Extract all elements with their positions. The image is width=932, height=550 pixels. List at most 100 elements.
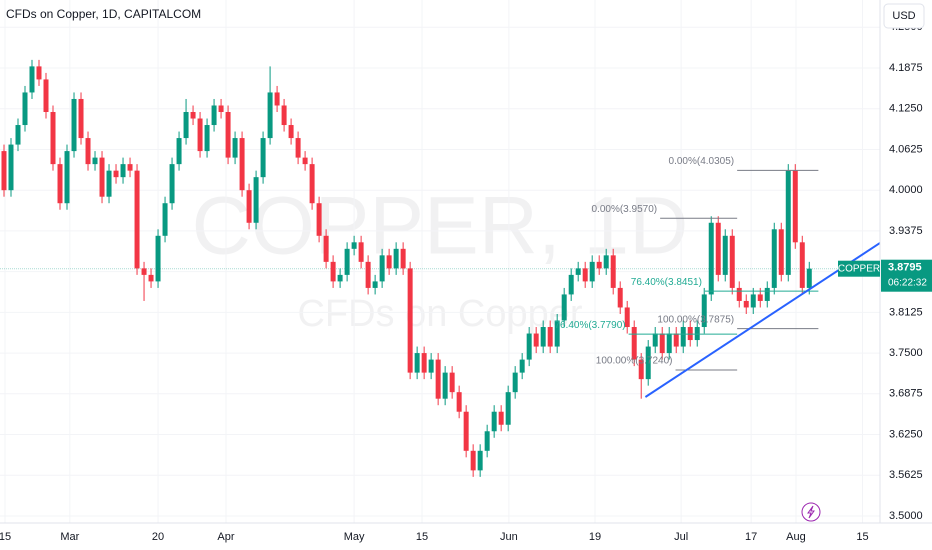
currency-button[interactable]	[883, 3, 925, 29]
candle-body	[225, 112, 231, 158]
candle-body	[274, 92, 280, 106]
candle-body	[792, 170, 798, 243]
candle-body	[463, 411, 469, 451]
candle-body	[729, 235, 735, 288]
currency-label[interactable]: USD	[892, 10, 915, 22]
x-tick-label: 15	[416, 531, 428, 543]
candle-body	[330, 261, 336, 282]
candle-body	[169, 164, 175, 204]
candle-body	[414, 353, 420, 373]
y-tick-label: 3.7500	[889, 347, 923, 359]
y-tick-label: 4.0000	[889, 184, 923, 196]
candle-body	[736, 287, 742, 301]
symbol-label: COPPER	[838, 263, 880, 274]
candle-body	[386, 255, 392, 269]
y-tick-label: 3.5625	[889, 469, 923, 481]
candle-body	[428, 359, 434, 373]
candle-body	[57, 164, 63, 204]
candle-body	[477, 450, 483, 471]
candle-body	[148, 274, 154, 282]
candle-body	[540, 327, 546, 347]
candle-body	[50, 112, 56, 165]
candle-body	[365, 261, 371, 288]
candle-body	[617, 287, 623, 308]
candle-body	[309, 164, 315, 204]
candle-body	[43, 79, 49, 113]
candle-body	[99, 157, 105, 197]
candle-body	[533, 333, 539, 347]
candle-body	[351, 242, 357, 249]
candle-body	[141, 268, 147, 275]
chart-title: CFDs on Copper, 1D, CAPITALCOM	[6, 7, 201, 21]
candle-body	[659, 333, 665, 354]
candle-body	[407, 268, 413, 373]
candle-body	[582, 268, 588, 282]
candle-body	[64, 151, 70, 204]
candle-body	[722, 235, 728, 275]
candle-body	[603, 255, 609, 269]
fib-label: 76.40%(3.7790)	[554, 320, 625, 331]
x-tick-label: Jun	[500, 531, 518, 543]
candle-body	[204, 125, 210, 152]
fib-label: 0.00%(4.0305)	[669, 156, 735, 167]
y-tick-label: 4.1875	[889, 62, 923, 74]
candle-body	[239, 138, 245, 191]
candle-body	[645, 346, 651, 380]
candle-body	[561, 294, 567, 321]
candle-body	[92, 157, 98, 165]
fib-label: 0.00%(3.9570)	[592, 204, 658, 215]
x-tick-label: May	[344, 531, 365, 543]
candle-body	[288, 125, 294, 139]
candle-body	[596, 261, 602, 269]
candle-body	[680, 327, 686, 347]
candle-body	[8, 144, 14, 191]
candle-body	[568, 274, 574, 295]
candle-body	[253, 177, 259, 223]
candle-body	[323, 235, 329, 262]
countdown-label: 06:22:32	[888, 277, 927, 288]
candle-body	[127, 164, 133, 171]
candle-body	[246, 190, 252, 223]
price-label-box	[881, 259, 932, 292]
candle-body	[176, 138, 182, 165]
candle-body	[372, 281, 378, 288]
y-tick-label: 3.6875	[889, 388, 923, 400]
candle-body	[260, 138, 266, 178]
candle-body	[29, 66, 35, 93]
candle-body	[211, 105, 217, 126]
candle-body	[337, 274, 343, 282]
y-tick-label: 3.8125	[889, 306, 923, 318]
candle-body	[155, 235, 161, 282]
candle-body	[715, 222, 721, 275]
x-tick-label: Jul	[674, 531, 688, 543]
candle-body	[15, 125, 21, 145]
candle-body	[610, 255, 616, 288]
x-tick-label: 15	[856, 531, 868, 543]
candle-body	[694, 327, 700, 341]
candle-body	[267, 92, 273, 139]
candle-body	[1, 151, 7, 191]
symbol-label-box	[838, 260, 880, 277]
candle-body	[197, 118, 203, 152]
candle-body	[281, 105, 287, 126]
candle-body	[547, 327, 553, 347]
candle-body	[575, 268, 581, 275]
candle-body	[134, 170, 140, 269]
candle-body	[316, 203, 322, 236]
candle-body	[442, 372, 448, 399]
candle-body	[85, 138, 91, 165]
x-tick-label: Apr	[217, 531, 234, 543]
candle-body	[666, 333, 672, 354]
candle-body	[673, 333, 679, 347]
candle-body	[778, 229, 784, 275]
event-icon[interactable]	[801, 502, 821, 522]
candle-body	[498, 411, 504, 425]
x-tick-label: Aug	[786, 531, 806, 543]
candle-body	[78, 98, 84, 139]
candle-body	[687, 327, 693, 341]
candle-body	[526, 333, 532, 360]
candle-body	[36, 66, 42, 80]
candle-body	[638, 359, 644, 380]
